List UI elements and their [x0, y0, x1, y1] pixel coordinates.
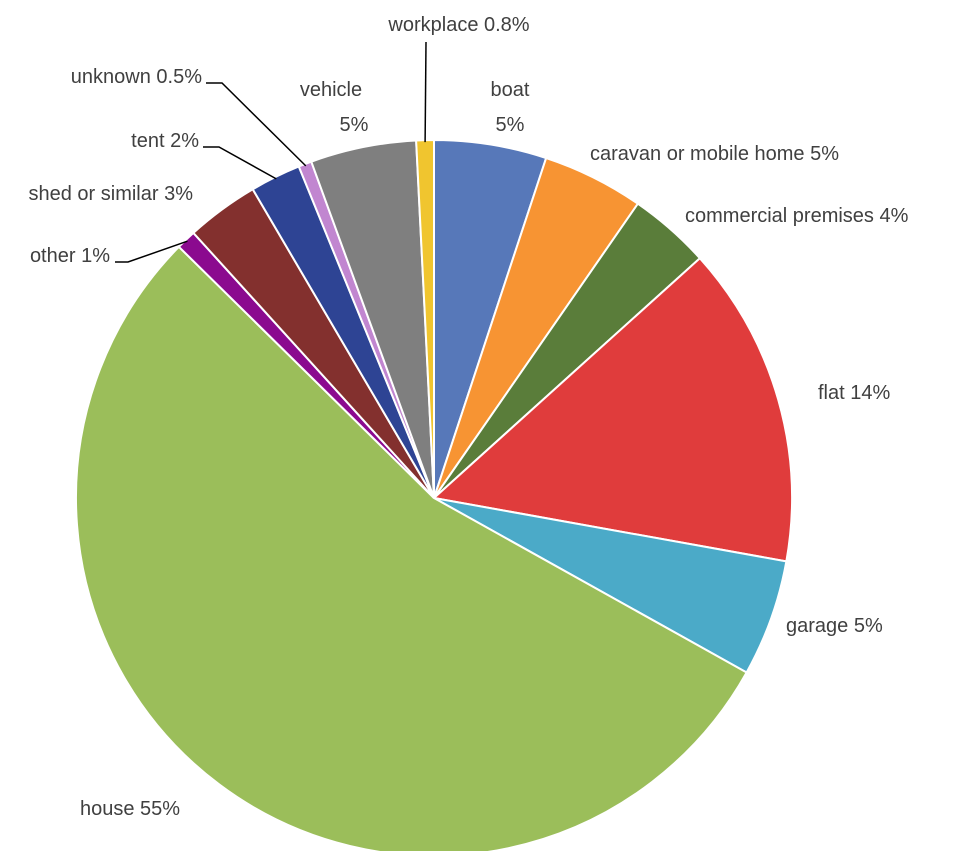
leader-line-tent — [203, 146, 277, 180]
slice-label-shed: shed or similar 3% — [28, 183, 193, 205]
leader-lines — [115, 41, 427, 263]
slice-label-commercial-premises: commercial premises 4% — [685, 205, 909, 227]
slice-label-vehicle-value: 5% — [340, 114, 369, 136]
slice-label-tent: tent 2% — [131, 130, 199, 152]
slice-label-caravan: caravan or mobile home 5% — [590, 143, 839, 165]
slice-labels: boat 5% caravan or mobile home 5% commer… — [28, 14, 908, 820]
slice-label-house: house 55% — [80, 798, 180, 820]
leader-line-unknown — [206, 82, 307, 167]
slice-label-boat-name: boat — [491, 79, 530, 101]
leader-line-other — [115, 240, 188, 263]
slice-label-flat: flat 14% — [818, 382, 890, 404]
pie-slices — [75, 138, 793, 856]
slice-label-boat-value: 5% — [496, 114, 525, 136]
slice-label-other: other 1% — [30, 245, 110, 267]
leader-line-workplace — [424, 41, 427, 143]
slice-label-unknown: unknown 0.5% — [71, 66, 202, 88]
pie-slice-flat — [431, 256, 793, 563]
pie-slice-house — [75, 245, 748, 856]
slice-label-garage: garage 5% — [786, 615, 883, 637]
slice-label-vehicle-name: vehicle — [300, 79, 362, 101]
slice-label-workplace: workplace 0.8% — [387, 14, 529, 36]
